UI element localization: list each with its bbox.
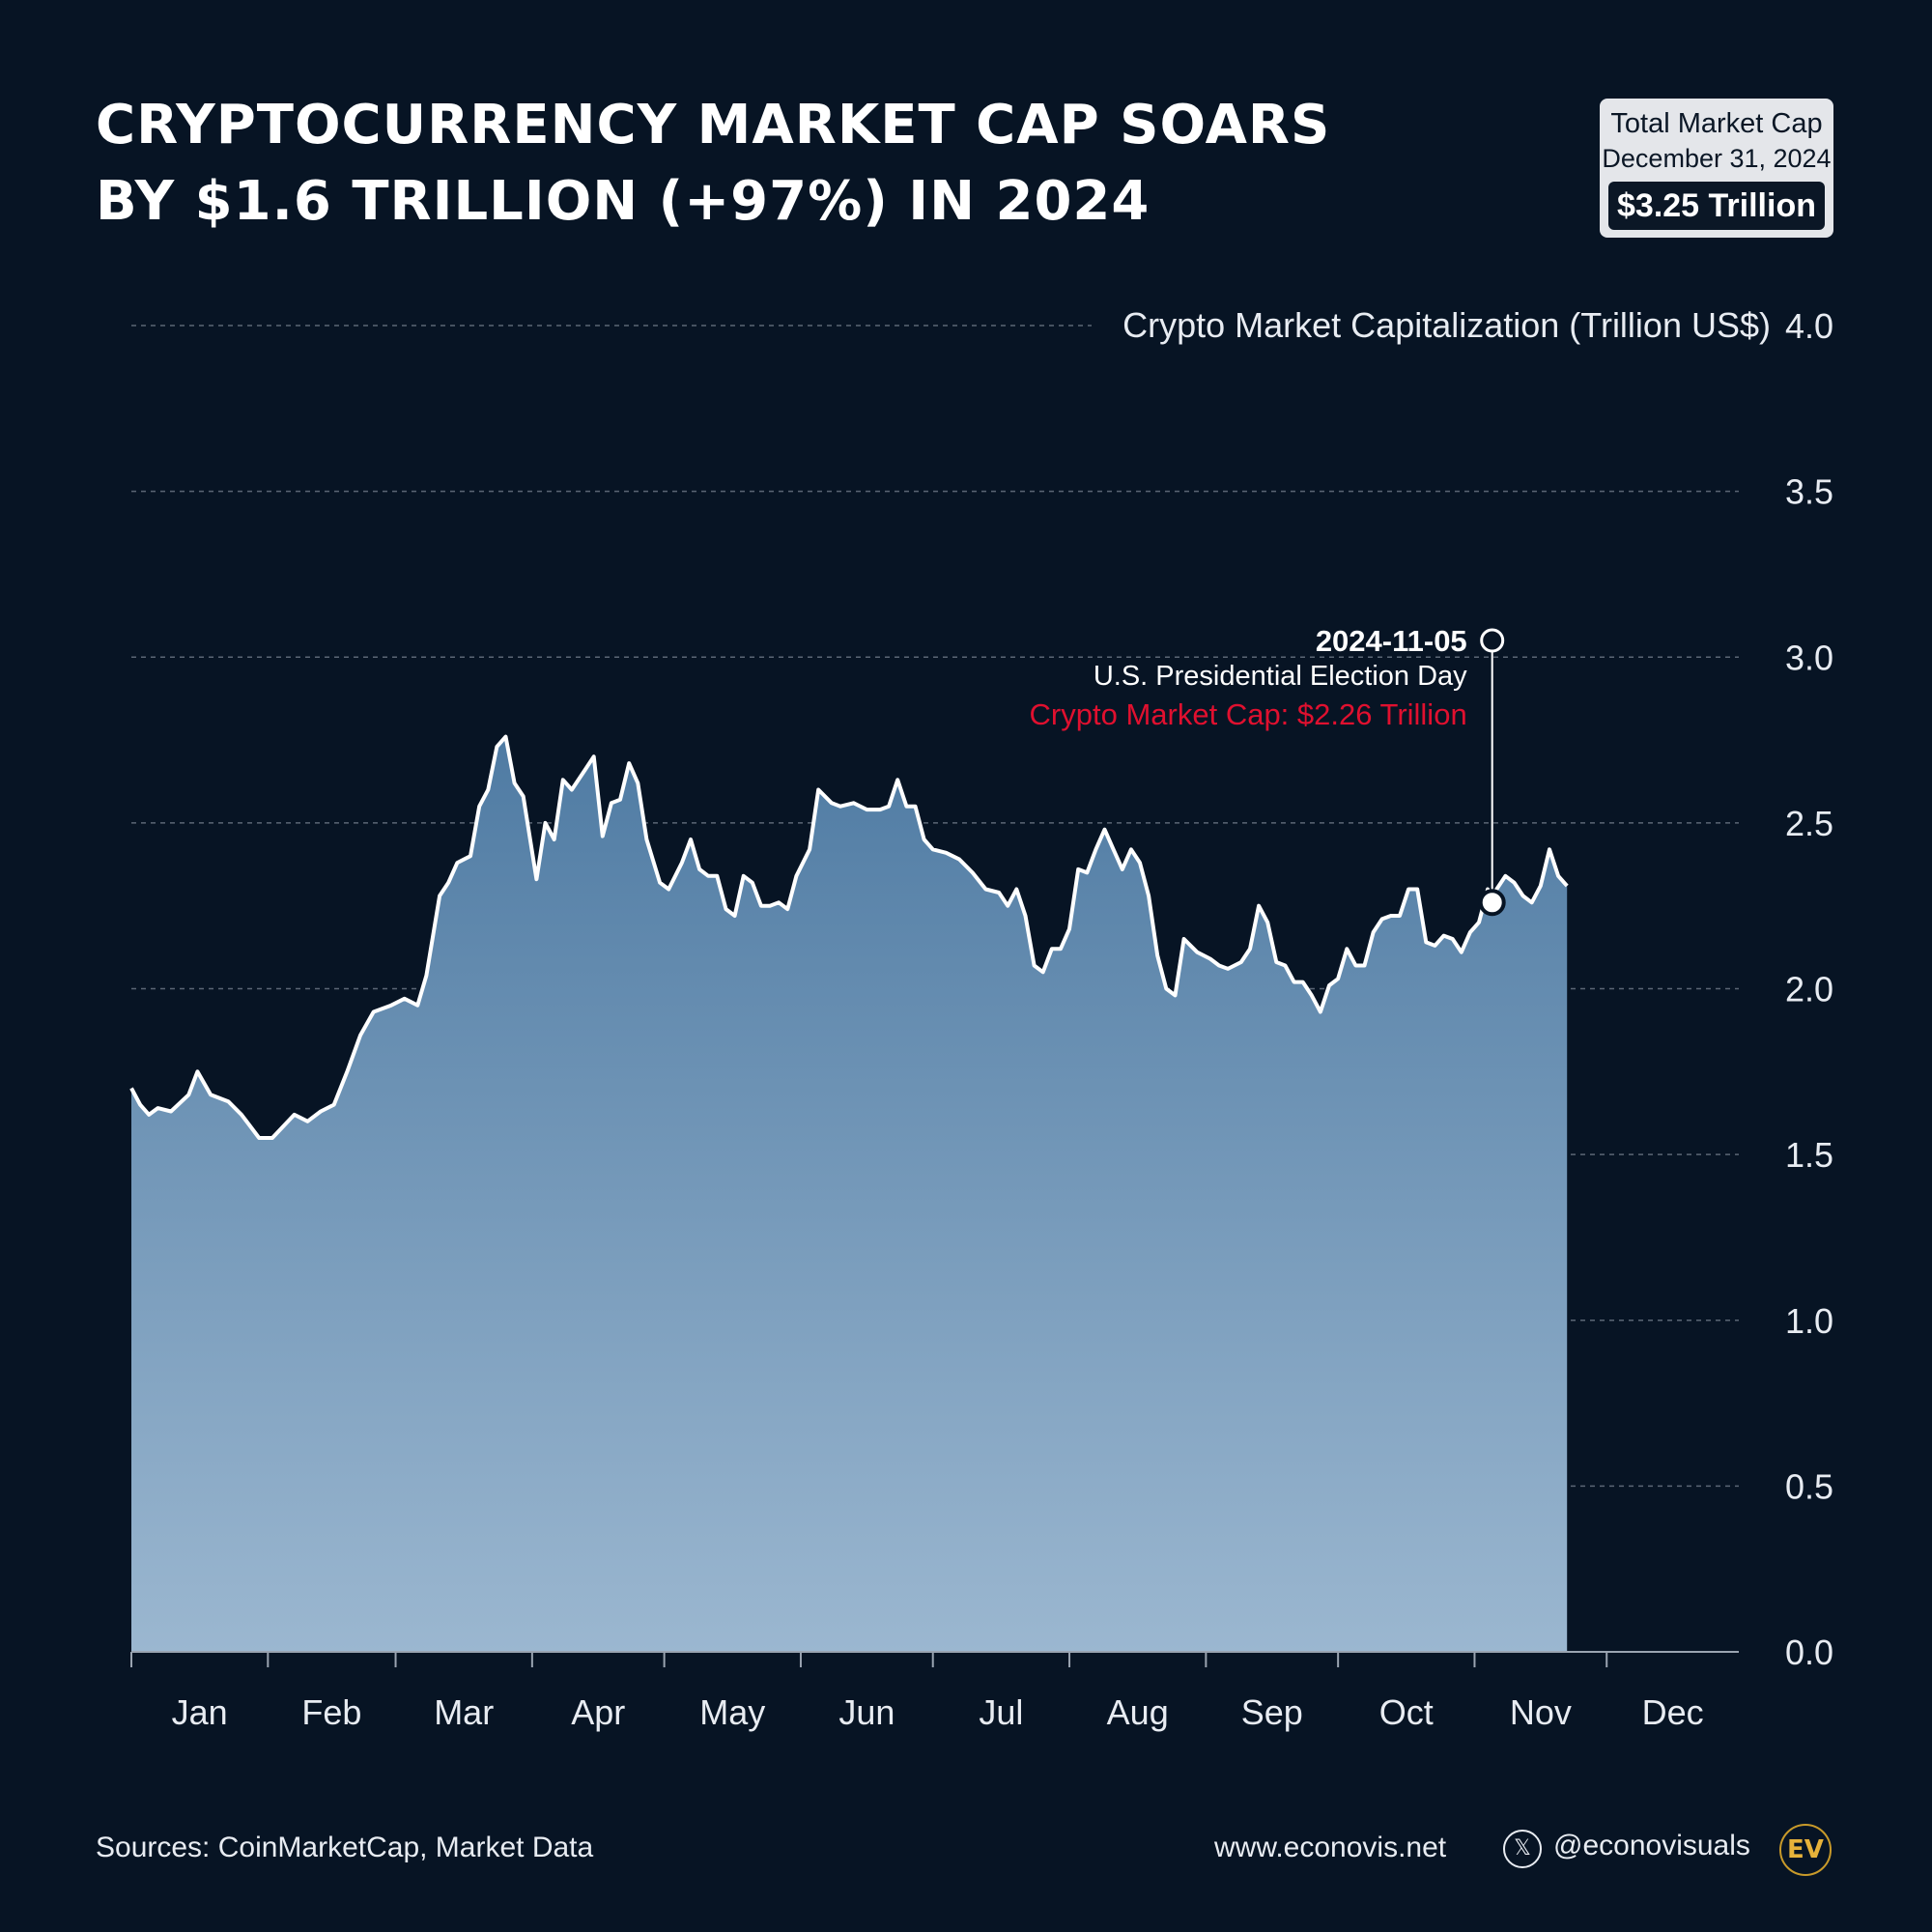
badge-value: $3.25 Trillion — [1608, 182, 1825, 230]
y-tick-label: 3.5 — [1785, 472, 1833, 512]
sources-text: Sources: CoinMarketCap, Market Data — [96, 1832, 594, 1863]
y-tick-label: 3.0 — [1785, 638, 1833, 677]
y-tick-label: 2.0 — [1785, 970, 1833, 1009]
title-line-1: CRYPTOCURRENCY MARKET CAP SOARS — [96, 94, 1331, 156]
econovis-logo: EV — [1779, 1824, 1832, 1876]
annotation-event: U.S. Presidential Election Day — [1094, 661, 1467, 692]
market-cap-line — [129, 734, 1569, 1140]
y-tick-label: 0.0 — [1785, 1633, 1833, 1672]
month-label: Sep — [1241, 1692, 1303, 1732]
market-cap-area — [131, 736, 1568, 1652]
page-title: CRYPTOCURRENCY MARKET CAP SOARS BY $1.6 … — [96, 87, 1330, 240]
month-label: Feb — [301, 1692, 361, 1732]
month-label: Nov — [1510, 1692, 1572, 1732]
badge-label: Total Market Cap — [1610, 108, 1823, 139]
badge-date: December 31, 2024 — [1602, 144, 1832, 173]
month-label: Jan — [172, 1692, 228, 1732]
annotation-marker-top — [1480, 628, 1505, 653]
month-label: Apr — [571, 1692, 625, 1732]
x-axis-ticks: Jan Feb Mar Apr May Jun Jul Aug Sep Oct Nov Dec — [130, 1652, 1704, 1732]
y-axis-label: Crypto Market Capitalization (Trillion U… — [1122, 305, 1771, 345]
month-label: Aug — [1107, 1692, 1169, 1732]
y-tick-label: 2.5 — [1785, 804, 1833, 843]
y-axis-ticks: 0.0 0.5 1.0 1.5 2.0 2.5 3.0 3.5 4.0 — [1785, 306, 1833, 1672]
month-label: May — [699, 1692, 765, 1732]
x-logo-icon: 𝕏 — [1503, 1830, 1542, 1868]
month-label: Oct — [1379, 1692, 1434, 1732]
y-tick-label: 4.0 — [1785, 306, 1833, 346]
month-label: Mar — [434, 1692, 494, 1732]
y-tick-label: 1.5 — [1785, 1135, 1833, 1175]
month-label: Dec — [1642, 1692, 1704, 1732]
total-market-cap-badge: Total Market Cap December 31, 2024 $3.25… — [1600, 99, 1833, 238]
y-tick-label: 0.5 — [1785, 1466, 1833, 1506]
annotation-date: 2024-11-05 — [1316, 624, 1467, 658]
website-link[interactable]: www.econovis.net — [1214, 1832, 1447, 1863]
month-label: Jul — [979, 1692, 1023, 1732]
social-handle[interactable]: @econovisuals — [1553, 1830, 1750, 1861]
annotation-data-point — [1478, 889, 1506, 917]
election-annotation: 2024-11-05 U.S. Presidential Election Da… — [1030, 624, 1506, 917]
annotation-value: Crypto Market Cap: $2.26 Trillion — [1030, 697, 1467, 731]
y-tick-label: 1.0 — [1785, 1301, 1833, 1341]
title-line-2: BY $1.6 TRILLION (+97%) IN 2024 — [96, 170, 1151, 233]
month-label: Jun — [838, 1692, 895, 1732]
